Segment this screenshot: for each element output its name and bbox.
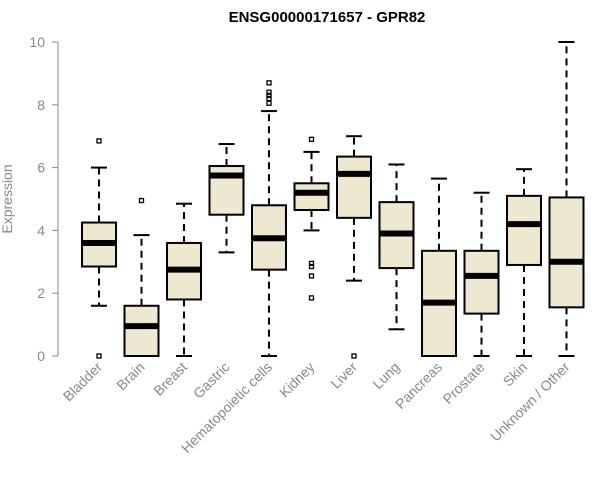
x-tick-label-skin: Skin [500, 359, 531, 390]
outlier-point [266, 92, 272, 99]
outlier-point [266, 80, 272, 86]
y-tick-label-4: 4 [37, 222, 45, 238]
box-series [81, 41, 585, 359]
box-liver [336, 135, 372, 359]
outlier-point [266, 95, 272, 102]
outlier-point [308, 136, 315, 142]
iqr-box [336, 155, 372, 219]
y-tick-label-6: 6 [37, 160, 45, 176]
outlier-point [138, 197, 145, 204]
outlier-point [308, 295, 315, 301]
chart-title: ENSG00000171657 - GPR82 [229, 9, 426, 26]
y-axis-label: Expression [0, 164, 15, 233]
iqr-box [463, 249, 500, 315]
outlier-point [308, 263, 315, 270]
y-tick-label-0: 0 [37, 348, 45, 364]
y-axis: 0 2 4 6 8 10 [29, 34, 59, 364]
box-breast [166, 202, 202, 357]
x-tick-label-brain: Brain [113, 359, 147, 393]
outlier-point [308, 260, 315, 267]
outlier-point [308, 273, 315, 279]
x-tick-label-prostate: Prostate [439, 359, 487, 407]
iqr-box [293, 182, 330, 211]
outlier-point [266, 89, 272, 95]
y-tick-label-2: 2 [37, 285, 45, 301]
box-pancreas [421, 177, 457, 357]
outlier-point [266, 100, 272, 106]
box-kidney [293, 136, 330, 301]
x-tick-label-unknown-other: Unknown / Other [487, 359, 573, 445]
iqr-box [506, 194, 542, 266]
outlier-point [96, 353, 102, 359]
y-tick-label-8: 8 [37, 97, 45, 113]
box-prostate [463, 191, 500, 357]
box-lung [378, 163, 415, 331]
outlier-point [96, 138, 102, 144]
outlier-point [351, 353, 357, 359]
box-unknown-other [548, 41, 585, 357]
iqr-box [123, 304, 160, 358]
box-gastric [208, 143, 245, 254]
x-tick-label-lung: Lung [369, 359, 402, 392]
box-bladder [81, 138, 117, 359]
x-tick-label-breast: Breast [150, 359, 190, 399]
iqr-box [548, 196, 585, 309]
box-skin [506, 168, 542, 357]
box-hematopoietic-cells [251, 80, 287, 357]
x-tick-label-bladder: Bladder [60, 359, 106, 405]
x-tick-label-liver: Liver [327, 359, 360, 392]
box-brain [123, 197, 160, 358]
x-tick-label-kidney: Kidney [276, 359, 318, 401]
x-tick-label-pancreas: Pancreas [392, 359, 445, 412]
y-tick-label-10: 10 [29, 34, 45, 50]
